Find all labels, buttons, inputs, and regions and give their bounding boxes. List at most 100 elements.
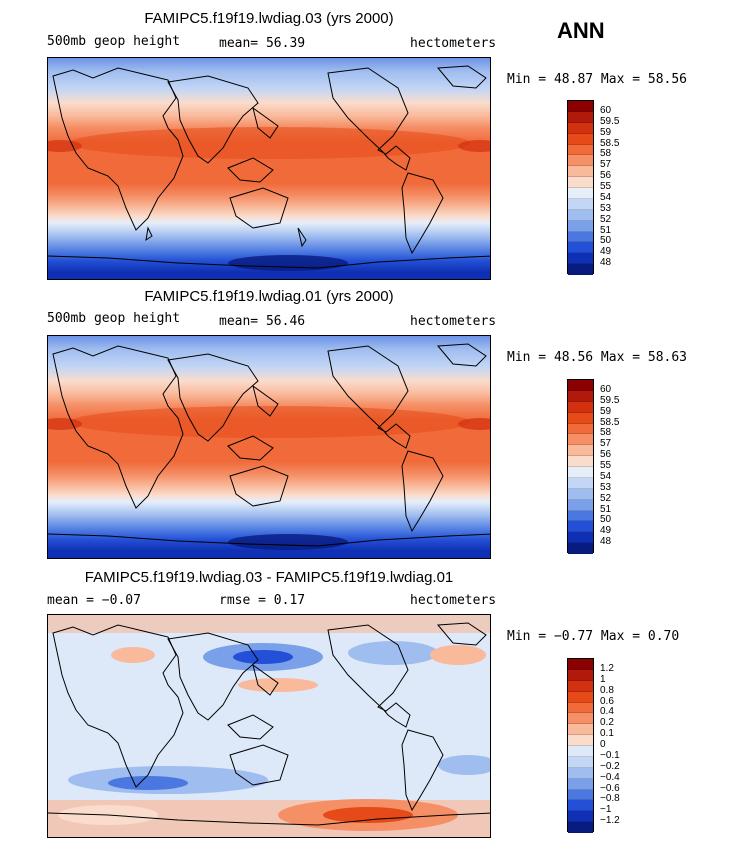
colorbar-tick-label: 0.6: [600, 695, 614, 707]
colorbar-tick-label: 59: [600, 126, 612, 138]
colorbar-tick-label: 0.1: [600, 728, 614, 740]
panel-2-map: [47, 335, 491, 559]
colorbar-swatch: [568, 467, 593, 478]
colorbar-tick-label: −0.8: [600, 793, 620, 805]
colorbar-tick-label: −0.6: [600, 782, 620, 794]
colorbar-tick-label: 50: [600, 235, 612, 247]
colorbar-tick-label: 54: [600, 191, 612, 203]
colorbar-swatch: [568, 101, 593, 112]
colorbar-tick-label: 1.2: [600, 662, 614, 674]
panel-1-colorbar: [567, 100, 594, 275]
colorbar-tick-label: 58: [600, 148, 612, 160]
colorbar-swatch: [568, 111, 593, 123]
colorbar-tick-label: −0.4: [600, 771, 620, 783]
panel-2-colorbar: [567, 379, 594, 554]
warm-core: [70, 127, 470, 159]
colorbar-tick-label: 58.5: [600, 416, 620, 428]
panel-1-units-label: hectometers: [410, 36, 497, 51]
colorbar-swatch: [568, 412, 593, 424]
panel-1-map-svg: [48, 58, 490, 279]
colorbar-swatch: [568, 800, 593, 812]
colorbar-tick-label: 53: [600, 481, 612, 493]
colorbar-tick-label: 59.5: [600, 115, 620, 127]
colorbar-swatch: [568, 746, 593, 757]
colorbar-swatch: [568, 253, 593, 265]
panel-3-minmax: Min = −0.77 Max = 0.70: [507, 629, 680, 644]
panel-2-units-label: hectometers: [410, 314, 497, 329]
colorbar-swatch: [568, 198, 593, 210]
panel-2-variable-label: 500mb geop height: [47, 311, 181, 326]
colorbar-swatch: [568, 822, 593, 833]
season-label: ANN: [557, 18, 605, 43]
colorbar-swatch: [568, 445, 593, 457]
colorbar-swatch: [568, 521, 593, 533]
colorbar-tick-label: 58: [600, 427, 612, 439]
colorbar-tick-label: 49: [600, 246, 612, 258]
colorbar-swatch: [568, 231, 593, 243]
panel-2-mean-label: mean= 56.46: [219, 314, 306, 329]
panel-3-units-label: hectometers: [410, 593, 497, 608]
colorbar-swatch: [568, 713, 593, 725]
colorbar-swatch: [568, 680, 593, 692]
panel-3-rmse-label: rmse = 0.17: [219, 593, 306, 608]
colorbar-swatch: [568, 264, 593, 275]
colorbar-swatch: [568, 488, 593, 500]
coastlines: [48, 622, 490, 826]
colorbar-swatch: [568, 122, 593, 134]
colorbar-swatch: [568, 423, 593, 435]
colorbar-tick-label: −1.2: [600, 815, 620, 827]
colorbar-tick-label: 55: [600, 181, 612, 192]
colorbar-swatch: [568, 735, 593, 746]
panel-1-mean-label: mean= 56.39: [219, 36, 306, 51]
colorbar-tick-label: 1: [600, 673, 606, 685]
colorbar-swatch: [568, 767, 593, 779]
colorbar-swatch: [568, 756, 593, 768]
colorbar-swatch: [568, 669, 593, 681]
colorbar-tick-label: 52: [600, 492, 612, 504]
panel-1-variable-label: 500mb geop height: [47, 34, 181, 49]
colorbar-tick-label: 51: [600, 224, 612, 236]
colorbar-swatch: [568, 659, 593, 670]
colorbar-swatch: [568, 543, 593, 554]
colorbar-swatch: [568, 702, 593, 714]
panel-3-title: FAMIPC5.f19f19.lwdiag.03 - FAMIPC5.f19f1…: [84, 569, 454, 586]
colorbar-swatch: [568, 691, 593, 703]
colorbar-swatch: [568, 456, 593, 467]
panel-1-map: [47, 57, 491, 280]
panel-3-mean-label: mean = −0.07: [47, 593, 141, 608]
colorbar-tick-label: 56: [600, 449, 612, 461]
colorbar-tick-label: 56: [600, 170, 612, 182]
panel-2-map-svg: [48, 336, 490, 558]
panel-3-colorbar: [567, 658, 594, 833]
colorbar-tick-label: −1: [600, 804, 612, 816]
colorbar-swatch: [568, 434, 593, 446]
colorbar-tick-label: 59: [600, 405, 612, 417]
coastlines: [48, 343, 490, 547]
colorbar-tick-label: 53: [600, 202, 612, 214]
colorbar-swatch: [568, 499, 593, 511]
colorbar-tick-label: 60: [600, 104, 612, 116]
colorbar-tick-label: 57: [600, 159, 612, 171]
colorbar-tick-label: −0.2: [600, 760, 620, 772]
colorbar-swatch: [568, 477, 593, 489]
colorbar-tick-label: 48: [600, 536, 612, 548]
colorbar-tick-label: 49: [600, 525, 612, 537]
colorbar-swatch: [568, 133, 593, 145]
colorbar-tick-label: 57: [600, 438, 612, 450]
colorbar-swatch: [568, 532, 593, 544]
colorbar-swatch: [568, 209, 593, 221]
colorbar-tick-label: 59.5: [600, 394, 620, 406]
colorbar-tick-label: 51: [600, 503, 612, 515]
colorbar-swatch: [568, 811, 593, 823]
colorbar-swatch: [568, 724, 593, 736]
colorbar-tick-label: 58.5: [600, 137, 620, 149]
colorbar-swatch: [568, 177, 593, 188]
panel-3-map: [47, 614, 491, 838]
colorbar-swatch: [568, 188, 593, 199]
colorbar-swatch: [568, 166, 593, 178]
panel-2-title: FAMIPC5.f19f19.lwdiag.01 (yrs 2000): [144, 288, 394, 305]
panel-2-minmax: Min = 48.56 Max = 58.63: [507, 350, 688, 365]
colorbar-tick-label: 50: [600, 514, 612, 526]
colorbar-tick-label: 48: [600, 257, 612, 269]
colorbar-swatch: [568, 510, 593, 522]
